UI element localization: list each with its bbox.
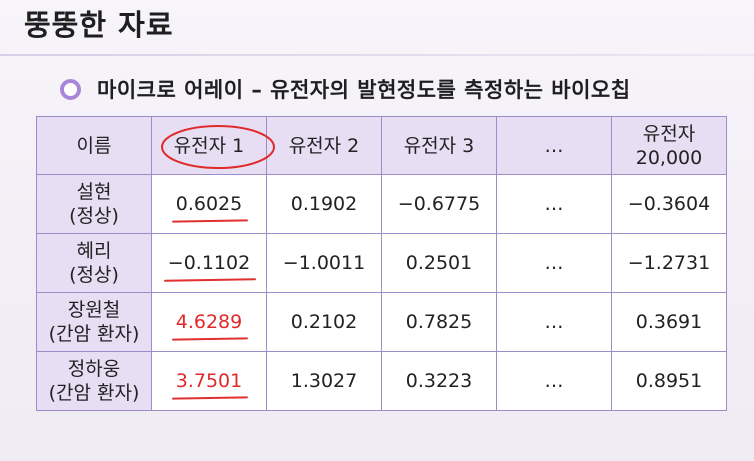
- title-divider: [0, 54, 754, 56]
- gene-1-value: 3.7501: [151, 351, 267, 411]
- gene-1-value: 4.6289: [151, 292, 267, 352]
- row-name: 혜리 (정상): [36, 233, 152, 293]
- gene-2-value: 0.1902: [266, 174, 382, 234]
- gene-20000-value: 0.8951: [611, 351, 727, 411]
- table-row: 혜리 (정상) −0.1102 −1.0011 0.2501 … −1.2731: [36, 233, 727, 293]
- slide-subtitle: 마이크로 어레이 – 유전자의 발현정도를 측정하는 바이오칩: [97, 78, 631, 102]
- gene-20000-value: −1.2731: [611, 233, 727, 293]
- gene-2-value: 0.2102: [266, 292, 382, 352]
- table-header-row: 이름 유전자 1 유전자 2 유전자 3 … 유전자 20,000: [36, 116, 727, 175]
- table-row: 설현 (정상) 0.6025 0.1902 −0.6775 … −0.3604: [36, 174, 727, 234]
- gene-2-value: −1.0011: [266, 233, 382, 293]
- header-ellipsis: …: [496, 116, 612, 175]
- gene-3-value: 0.3223: [381, 351, 497, 411]
- subtitle-row: 마이크로 어레이 – 유전자의 발현정도를 측정하는 바이오칩: [60, 74, 631, 104]
- gene-expression-table: 이름 유전자 1 유전자 2 유전자 3 … 유전자 20,000 설현 (정상)…: [36, 116, 727, 411]
- ellipsis-cell: …: [496, 351, 612, 411]
- slide-title: 뚱뚱한 자료: [24, 8, 174, 42]
- ellipsis-cell: …: [496, 233, 612, 293]
- gene-3-value: 0.2501: [381, 233, 497, 293]
- circled-annotation: 유전자 1: [160, 124, 275, 169]
- gene-20000-value: 0.3691: [611, 292, 727, 352]
- gene-1-value: −0.1102: [151, 233, 267, 293]
- ellipsis-cell: …: [496, 292, 612, 352]
- gene-3-value: −0.6775: [381, 174, 497, 234]
- gene-20000-value: −0.3604: [611, 174, 727, 234]
- gene-1-value: 0.6025: [151, 174, 267, 234]
- row-name: 정하웅 (간암 환자): [36, 351, 152, 411]
- gene-2-value: 1.3027: [266, 351, 382, 411]
- header-gene-3: 유전자 3: [381, 116, 497, 175]
- table-row: 정하웅 (간암 환자) 3.7501 1.3027 0.3223 … 0.8951: [36, 351, 727, 411]
- header-name: 이름: [36, 116, 152, 175]
- row-name: 설현 (정상): [36, 174, 152, 234]
- row-name: 장원철 (간암 환자): [36, 292, 152, 352]
- circle-bullet-icon: [60, 78, 81, 100]
- ellipsis-cell: …: [496, 174, 612, 234]
- gene-3-value: 0.7825: [381, 292, 497, 352]
- table-row: 장원철 (간암 환자) 4.6289 0.2102 0.7825 … 0.3691: [36, 292, 727, 352]
- header-gene-2: 유전자 2: [266, 116, 382, 175]
- header-gene-1: 유전자 1: [151, 116, 275, 175]
- header-gene-20000: 유전자 20,000: [611, 116, 727, 175]
